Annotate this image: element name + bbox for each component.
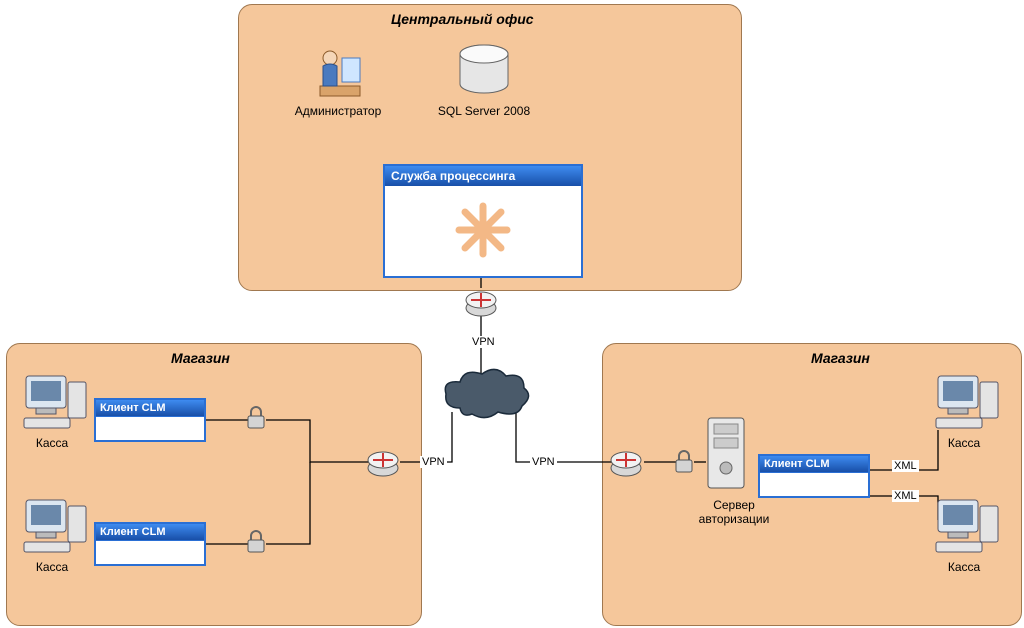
pc-left-2-label: Касса (22, 560, 82, 574)
router-left-icon (367, 446, 399, 478)
server-label-line2: авторизации (699, 512, 770, 526)
client-left-2-title: Клиент CLM (96, 524, 204, 541)
server-label: Сервер авторизации (684, 498, 784, 527)
cloud-icon (440, 366, 532, 424)
pc-left-1-icon (22, 372, 90, 432)
xml-1-label: XML (892, 460, 919, 472)
db-icon (456, 42, 512, 98)
admin-icon (312, 44, 364, 100)
service-title: Служба процессинга (385, 166, 581, 186)
vpn-left-label: VPN (420, 456, 447, 468)
xml-2-label: XML (892, 490, 919, 502)
pc-right-2-icon (934, 496, 1002, 556)
pc-right-2-label: Касса (934, 560, 994, 574)
client-left-1-box: Клиент CLM (94, 398, 206, 442)
lock-left-1-icon (246, 406, 266, 430)
server-icon (704, 414, 748, 494)
asterisk-icon (453, 200, 513, 260)
pc-right-1-label: Касса (934, 436, 994, 450)
client-left-1-title: Клиент CLM (96, 400, 204, 417)
vpn-right-label: VPN (530, 456, 557, 468)
db-label: SQL Server 2008 (424, 104, 544, 118)
pc-right-1-icon (934, 372, 1002, 432)
client-right-title: Клиент CLM (760, 456, 868, 473)
service-box: Служба процессинга (383, 164, 583, 278)
router-right-icon (610, 446, 642, 478)
client-left-2-box: Клиент CLM (94, 522, 206, 566)
admin-label: Администратор (278, 104, 398, 118)
vpn-top-label: VPN (470, 336, 497, 348)
client-right-box: Клиент CLM (758, 454, 870, 498)
router-center-icon (465, 286, 497, 318)
pc-left-1-label: Касса (22, 436, 82, 450)
lock-left-2-icon (246, 530, 266, 554)
pc-left-2-icon (22, 496, 90, 556)
server-label-line1: Сервер (713, 498, 755, 512)
lock-right-icon (674, 450, 694, 474)
